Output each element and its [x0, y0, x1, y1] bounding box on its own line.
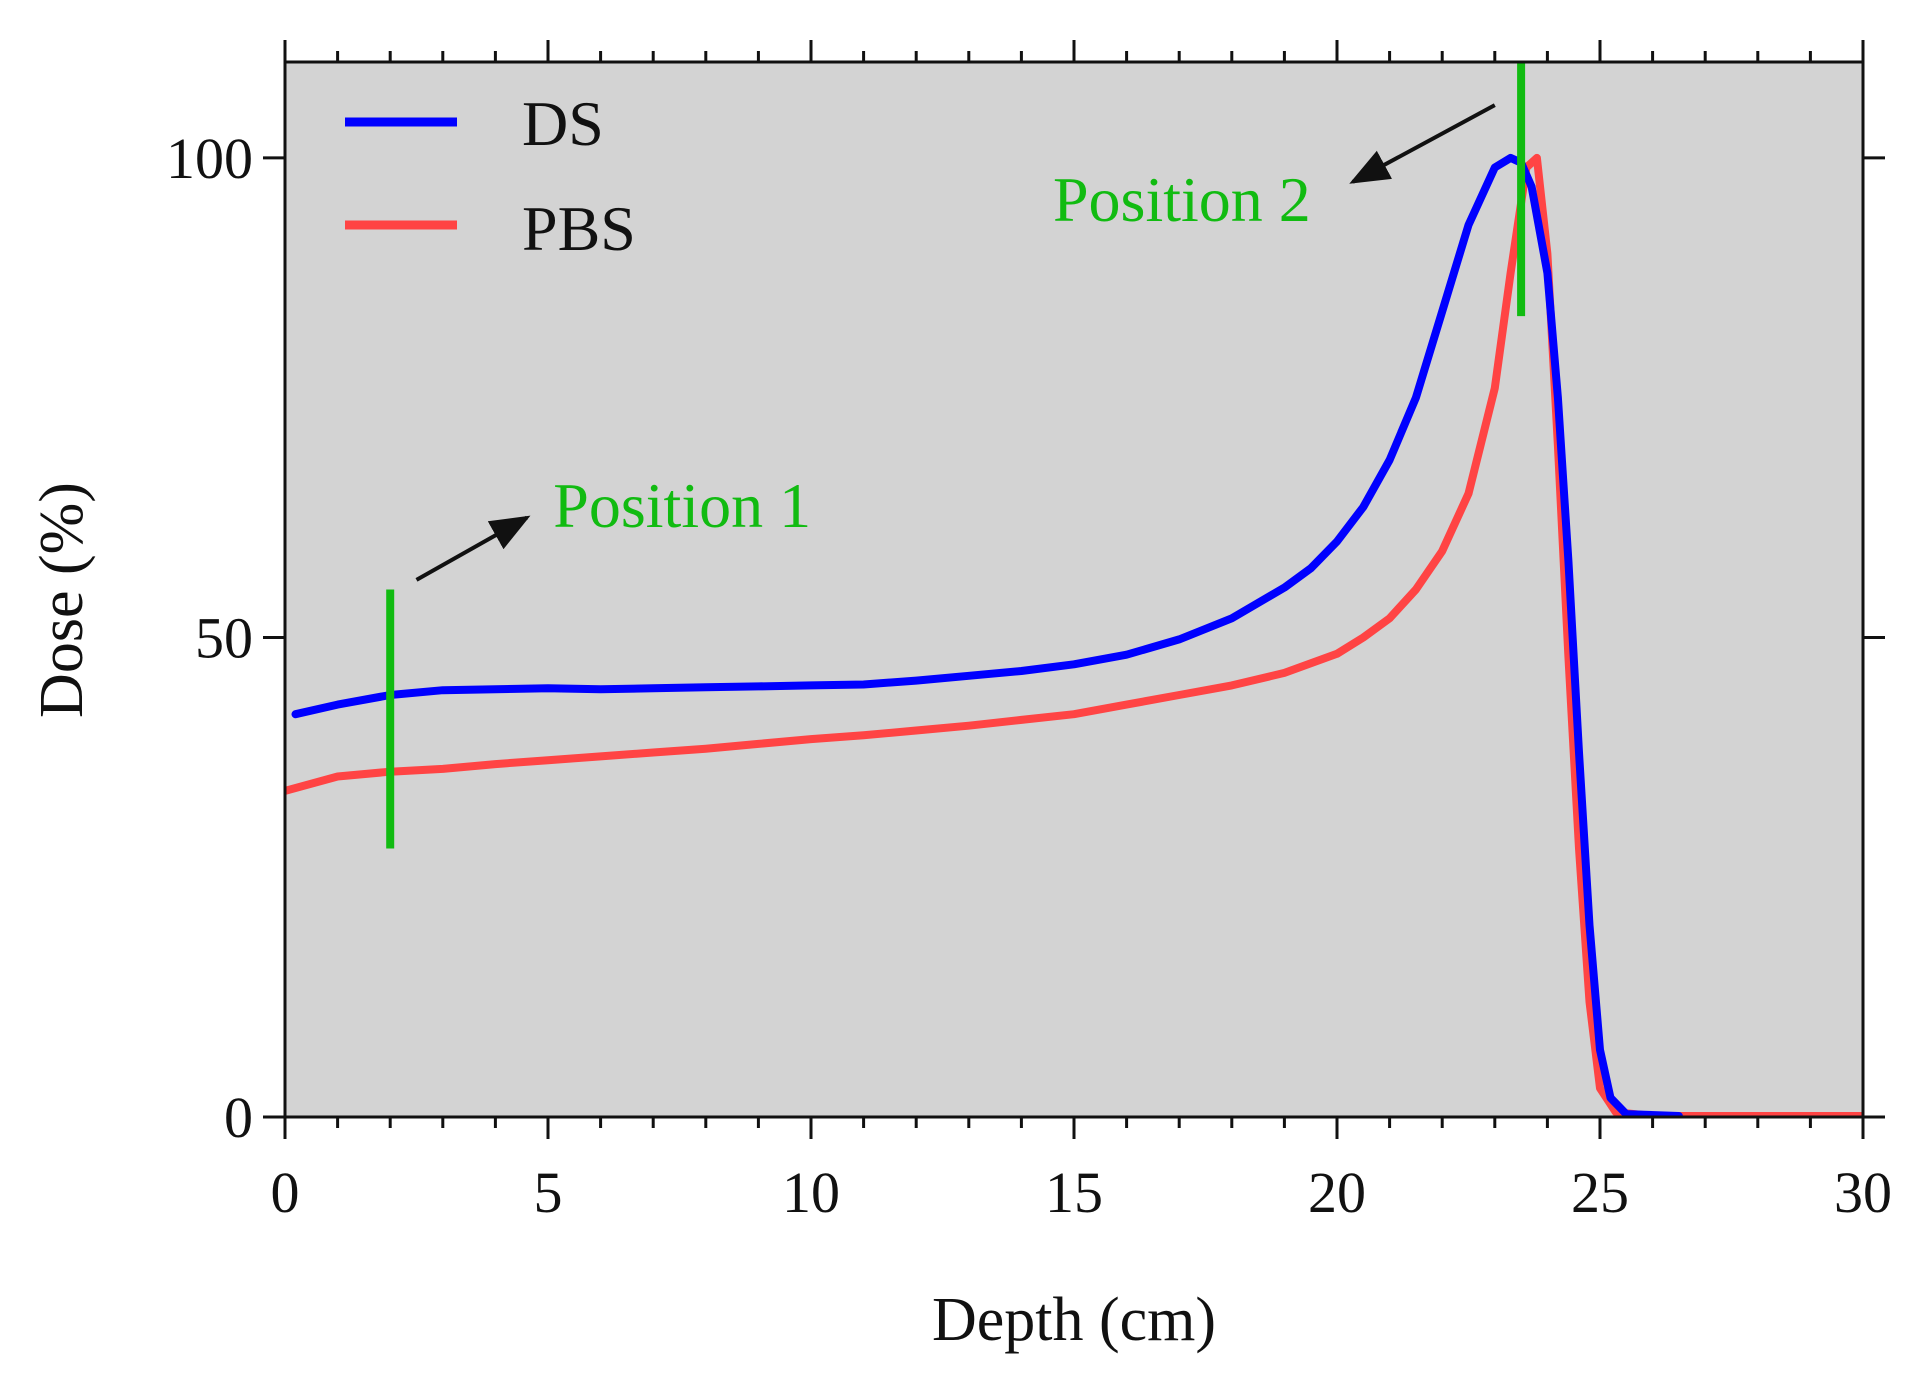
series-layer: [285, 153, 1863, 1117]
plot-background: [285, 62, 1863, 1117]
y-tick-label: 50: [195, 605, 253, 670]
x-tick-label: 25: [1571, 1160, 1629, 1225]
position-2-label: Position 2: [1053, 164, 1311, 235]
x-tick-label: 15: [1045, 1160, 1103, 1225]
y-tick-label: 100: [166, 126, 253, 191]
legend-label-pbs: PBS: [522, 193, 636, 264]
y-axis-title: Dose (%): [28, 482, 96, 718]
legend: DS PBS: [345, 88, 636, 264]
x-tick-label: 20: [1308, 1160, 1366, 1225]
x-tick-label: 0: [271, 1160, 300, 1225]
position-2-arrow: [1349, 103, 1496, 184]
x-tick-label: 5: [534, 1160, 563, 1225]
series-line-ds: [291, 153, 1683, 1117]
y-tick-labels: 0 50 100: [166, 126, 253, 1150]
x-tick-label: 10: [782, 1160, 840, 1225]
x-tick-labels: 0 5 10 15 20 25 30: [271, 1160, 1893, 1225]
position-1-arrow: [415, 515, 531, 582]
ticks-layer: [263, 40, 1885, 1139]
legend-label-ds: DS: [522, 88, 604, 159]
x-tick-label: 30: [1834, 1160, 1892, 1225]
position-1-label: Position 1: [553, 470, 811, 541]
x-axis-title: Depth (cm): [932, 1286, 1216, 1354]
annotation-layer: Position 1 Position 2: [386, 62, 1526, 849]
y-tick-label: 0: [224, 1085, 253, 1150]
series-line-pbs: [285, 153, 1863, 1117]
